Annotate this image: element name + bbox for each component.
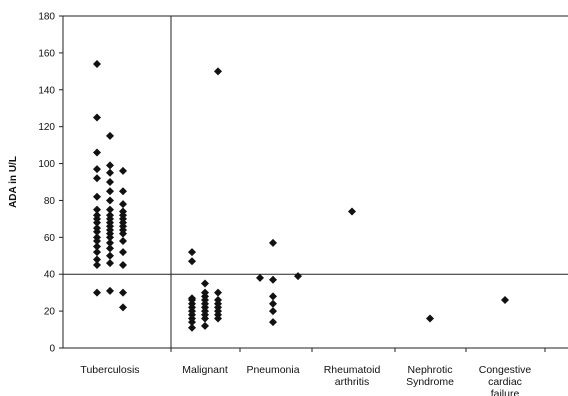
data-point (93, 59, 101, 68)
data-point (426, 314, 434, 323)
y-tick-label: 160 (38, 48, 55, 59)
category-label-line: Congestive (479, 364, 532, 376)
data-point (106, 251, 114, 260)
data-point (188, 257, 196, 266)
data-point (106, 259, 114, 268)
data-point (93, 288, 101, 297)
data-point (119, 248, 127, 257)
data-point (106, 178, 114, 186)
y-axis-title: ADA in U/L (8, 156, 19, 208)
data-point (93, 148, 101, 157)
y-tick-label: 100 (38, 159, 55, 170)
data-point (269, 307, 277, 316)
data-point (201, 288, 209, 297)
data-point (294, 272, 302, 281)
data-point (269, 299, 277, 308)
data-point (93, 224, 101, 233)
data-point (106, 196, 114, 205)
data-point (93, 211, 101, 220)
category-label-line: failure (491, 388, 520, 396)
data-point (93, 192, 101, 201)
data-point (201, 279, 209, 288)
category-label-line: Malignant (182, 364, 228, 376)
y-tick-label: 120 (38, 122, 55, 133)
data-point (269, 238, 277, 247)
y-tick-label: 180 (38, 12, 55, 23)
axes (62, 15, 568, 352)
data-point (348, 207, 356, 216)
y-tick-label: 40 (44, 270, 56, 281)
data-point (106, 238, 114, 247)
data-point (188, 248, 196, 257)
category-label-line: Pneumonia (246, 364, 299, 376)
category-label-line: Rheumatoid (324, 364, 381, 376)
y-tick-label: 140 (38, 85, 55, 96)
y-tick-label: 60 (44, 233, 56, 244)
data-point (106, 168, 114, 177)
y-tick-label: 0 (49, 344, 55, 355)
data-point (106, 131, 114, 140)
data-point (106, 161, 114, 170)
data-point (119, 200, 127, 209)
data-point (188, 323, 196, 332)
data-points (93, 59, 509, 332)
data-point (106, 211, 114, 220)
y-axis-title-group: ADA in U/L (8, 156, 19, 208)
data-point (269, 318, 277, 327)
data-point (93, 248, 101, 257)
data-point (188, 294, 196, 303)
data-point (119, 207, 127, 216)
category-label-line: Syndrome (406, 376, 454, 388)
data-point (214, 67, 222, 76)
data-point (93, 233, 101, 242)
data-point (119, 187, 127, 196)
y-tick-label: 20 (44, 307, 56, 318)
category-label: Tuberculosis (80, 364, 139, 376)
category-label: Congestive cardiac failure (479, 364, 532, 396)
data-point (106, 187, 114, 196)
data-point (269, 275, 277, 284)
y-tick-label: 80 (44, 196, 56, 207)
data-point (119, 237, 127, 246)
category-label-line: arthritis (335, 376, 369, 388)
category-labels: Tuberculosis Malignant Pneumonia Rheumatoid… (80, 364, 531, 396)
data-point (93, 174, 101, 183)
data-point (93, 165, 101, 174)
category-label: Pneumonia (246, 364, 299, 376)
category-label: Nephrotic Syndrome (406, 364, 454, 388)
category-label-line: Nephrotic (408, 364, 453, 376)
category-label-line: cardiac (488, 376, 522, 388)
data-point (269, 292, 277, 301)
data-point (214, 296, 222, 305)
data-point (93, 113, 101, 122)
data-point (119, 288, 127, 297)
category-label-line: Tuberculosis (80, 364, 139, 376)
data-point (93, 205, 101, 214)
data-point (119, 166, 127, 175)
data-point (106, 244, 114, 253)
data-point (93, 261, 101, 269)
category-label: Malignant (182, 364, 228, 376)
data-point (214, 288, 222, 297)
data-point (119, 303, 127, 312)
data-point (106, 286, 114, 295)
data-point (106, 205, 114, 214)
data-point (119, 261, 127, 269)
data-point (256, 273, 264, 282)
data-point (501, 296, 509, 305)
data-point (93, 242, 101, 251)
data-point (201, 321, 209, 330)
y-axis-ticks: 0 20 40 60 80 100 120 140 160 180 (38, 12, 63, 355)
category-label: Rheumatoid arthritis (324, 364, 381, 388)
data-point (93, 255, 101, 264)
